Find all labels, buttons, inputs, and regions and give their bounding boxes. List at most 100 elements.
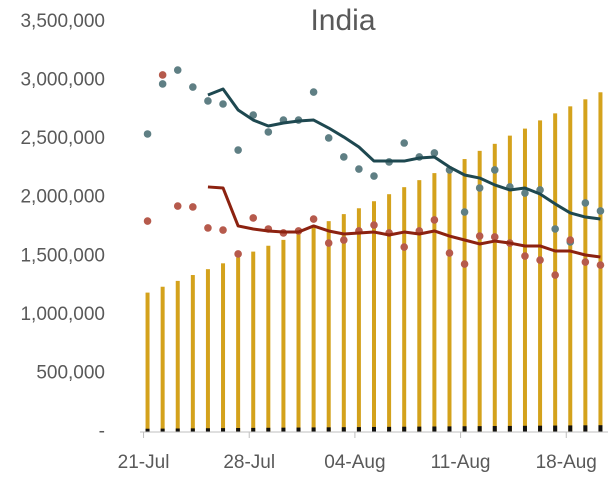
dot <box>324 134 333 142</box>
dot <box>445 249 454 257</box>
y-tick-label: 3,500,000 <box>20 11 105 32</box>
dot <box>400 243 408 251</box>
bar <box>432 173 437 432</box>
bar <box>402 187 407 432</box>
dot <box>249 214 258 222</box>
dot <box>551 271 559 279</box>
bar <box>583 425 588 432</box>
bar <box>462 426 467 432</box>
bar <box>341 427 346 432</box>
dot <box>189 203 197 211</box>
x-tick-label: 11-Aug <box>431 452 491 473</box>
dot <box>249 111 258 119</box>
y-tick-label: 1,000,000 <box>20 304 105 325</box>
dot <box>340 153 348 161</box>
bar <box>372 426 376 432</box>
dot <box>430 216 439 224</box>
bar <box>417 426 422 432</box>
bar <box>236 428 241 432</box>
bar <box>522 128 527 432</box>
bar <box>477 150 482 432</box>
bar <box>251 427 256 432</box>
dot <box>536 256 544 264</box>
y-tick-label: 3,000,000 <box>20 70 105 91</box>
bar <box>568 106 573 432</box>
x-tick-label: 28-Jul <box>223 452 275 473</box>
dot <box>596 207 605 215</box>
bar <box>190 428 195 432</box>
bar <box>145 428 150 432</box>
bar <box>160 286 165 432</box>
y-tick-label: 2,000,000 <box>20 187 105 208</box>
bar <box>175 280 180 432</box>
bar <box>356 427 361 432</box>
bar <box>145 292 150 432</box>
dot <box>264 128 273 136</box>
bar <box>402 426 407 432</box>
dot <box>158 71 167 79</box>
dot <box>475 184 484 192</box>
bar <box>522 425 527 432</box>
dot <box>566 236 575 244</box>
dot <box>324 239 333 247</box>
bar <box>221 428 226 432</box>
bar <box>507 425 512 432</box>
dot <box>309 88 318 96</box>
dot <box>143 130 152 138</box>
dot <box>521 252 529 260</box>
dot <box>158 80 167 88</box>
dot <box>234 146 242 154</box>
bar <box>311 227 316 432</box>
dot <box>460 208 469 216</box>
dot <box>173 202 182 210</box>
bar <box>553 425 558 432</box>
trend-line <box>207 185 601 259</box>
x-tick-label: 18-Aug <box>536 452 597 473</box>
dot <box>189 83 197 91</box>
bar <box>281 239 286 432</box>
x-tick-label: 04-Aug <box>324 452 385 473</box>
dot <box>551 225 559 233</box>
dot <box>370 221 378 229</box>
dot <box>490 233 499 241</box>
bar <box>281 427 286 432</box>
bar <box>160 428 165 432</box>
dot <box>204 97 212 105</box>
dot <box>340 236 348 244</box>
dot <box>355 165 363 173</box>
bar <box>447 426 452 432</box>
bar <box>326 427 331 432</box>
dot <box>490 166 499 174</box>
bar <box>492 143 497 433</box>
dot <box>460 260 469 268</box>
dot <box>309 215 318 223</box>
bar <box>568 425 573 432</box>
dot <box>143 217 152 225</box>
bar <box>341 214 346 432</box>
x-tick-label: 21-Jul <box>118 452 170 473</box>
dot <box>521 189 529 197</box>
bar <box>175 428 180 432</box>
dot <box>400 139 408 147</box>
bar <box>447 166 452 433</box>
y-tick-label: 2,500,000 <box>20 128 105 149</box>
bar <box>236 257 241 432</box>
bar <box>190 275 195 432</box>
bar <box>538 425 543 432</box>
bar <box>372 201 376 432</box>
dot <box>234 250 242 258</box>
bar <box>387 194 392 432</box>
bar <box>221 263 226 432</box>
bar <box>326 221 331 432</box>
bar <box>387 426 392 432</box>
bar <box>205 428 210 432</box>
bar <box>251 251 256 432</box>
bar <box>356 208 361 432</box>
trend-line <box>207 87 601 221</box>
dot <box>581 258 590 266</box>
dot <box>219 226 227 234</box>
bar <box>432 426 437 432</box>
bar <box>492 426 497 432</box>
dot <box>173 66 182 74</box>
